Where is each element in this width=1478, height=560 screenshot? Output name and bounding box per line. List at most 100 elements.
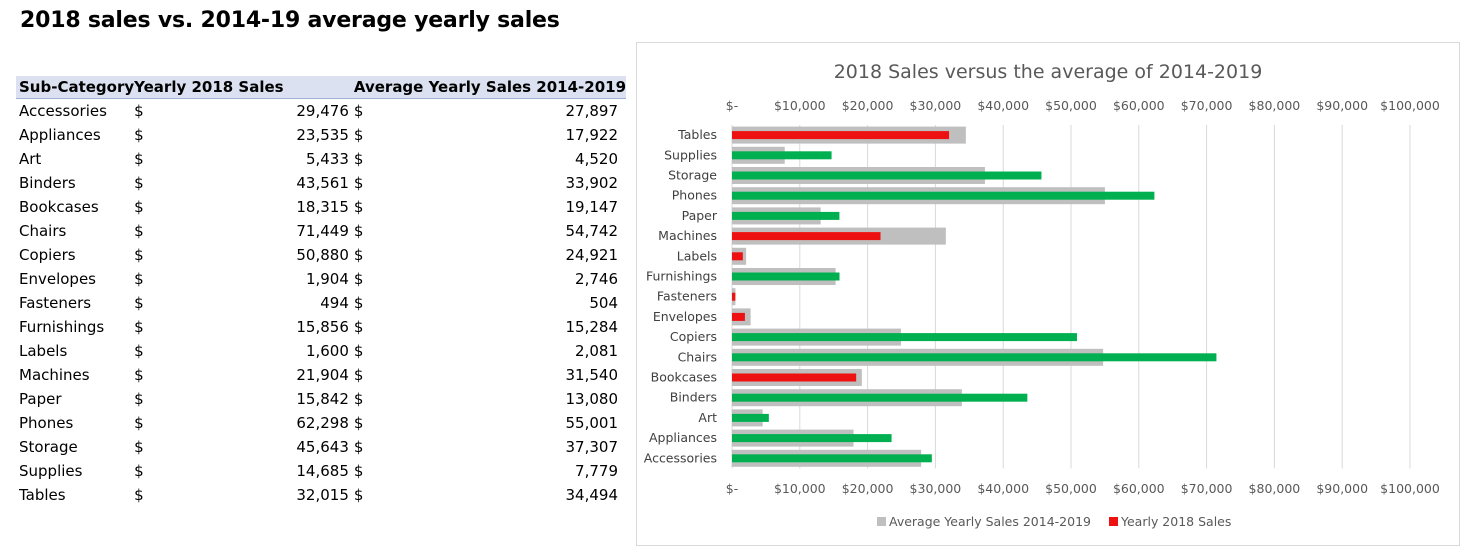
table-row: Copiers $50,880 $24,921 <box>16 243 626 267</box>
category-cell: Appliances <box>19 126 101 144</box>
average-value: 4,520 <box>575 150 618 168</box>
average-value: 31,540 <box>565 366 619 384</box>
yearly-2018-value: 14,685 <box>296 462 349 480</box>
yearly-2018-value: 494 <box>320 294 349 312</box>
table-row: Furnishings $15,856 $15,284 <box>16 315 626 339</box>
y-category-label: Art <box>698 410 717 425</box>
y-category-label: Phones <box>672 188 717 203</box>
x-tick-label-bottom: $40,000 <box>977 481 1029 496</box>
currency-symbol: $ <box>353 294 364 312</box>
chart-title: 2018 Sales versus the average of 2014-20… <box>834 61 1263 83</box>
table-row: Binders $43,561 $33,902 <box>16 171 626 195</box>
yearly-2018-value: 23,535 <box>296 126 349 144</box>
average-value: 55,001 <box>565 414 619 432</box>
average-value: 33,902 <box>565 174 619 192</box>
x-tick-label-top: $100,000 <box>1380 98 1440 113</box>
category-cell: Art <box>19 150 42 168</box>
category-cell: Phones <box>19 414 74 432</box>
yearly-2018-bar <box>732 191 1155 200</box>
x-tick-label-top: $60,000 <box>1113 98 1165 113</box>
currency-symbol: $ <box>353 318 364 336</box>
y-category-label: Fasteners <box>657 289 717 304</box>
y-category-label: Bookcases <box>651 370 717 385</box>
currency-symbol: $ <box>134 462 144 480</box>
table-row: Tables $32,015 $34,494 <box>16 483 626 507</box>
yearly-2018-value: 62,298 <box>296 414 349 432</box>
yearly-2018-bar <box>732 292 736 301</box>
currency-symbol: $ <box>134 246 144 264</box>
legend-swatch-2018 <box>1109 517 1118 526</box>
x-tick-label-top: $10,000 <box>774 98 826 113</box>
y-category-label: Binders <box>670 390 717 405</box>
currency-symbol: $ <box>134 102 144 120</box>
yearly-2018-bar <box>732 454 932 463</box>
category-cell: Bookcases <box>19 198 99 216</box>
average-value: 7,779 <box>575 462 618 480</box>
table-header-row: Sub-Category Yearly 2018 Sales Average Y… <box>16 76 626 99</box>
table-row: Paper $15,842 $13,080 <box>16 387 626 411</box>
table-row: Accessories $29,476 $27,897 <box>16 99 626 124</box>
yearly-2018-value: 29,476 <box>296 102 349 120</box>
currency-symbol: $ <box>134 150 144 168</box>
x-tick-label-top: $50,000 <box>1045 98 1097 113</box>
category-cell: Binders <box>19 174 76 192</box>
yearly-2018-value: 15,856 <box>296 318 349 336</box>
average-value: 2,081 <box>575 342 618 360</box>
table-row: Chairs $71,449 $54,742 <box>16 219 626 243</box>
currency-symbol: $ <box>134 438 144 456</box>
y-category-label: Storage <box>668 168 717 183</box>
yearly-2018-value: 45,643 <box>296 438 349 456</box>
currency-symbol: $ <box>134 126 144 144</box>
yearly-2018-bar <box>732 373 857 382</box>
y-category-label: Envelopes <box>653 309 717 324</box>
x-tick-label-bottom: $20,000 <box>842 481 894 496</box>
currency-symbol: $ <box>134 294 144 312</box>
currency-symbol: $ <box>353 342 364 360</box>
average-value: 13,080 <box>565 390 619 408</box>
legend-label-average: Average Yearly Sales 2014-2019 <box>889 514 1091 529</box>
category-cell: Furnishings <box>19 318 105 336</box>
x-tick-label-top: $90,000 <box>1316 98 1368 113</box>
yearly-2018-value: 32,015 <box>296 486 349 504</box>
currency-symbol: $ <box>134 222 144 240</box>
currency-symbol: $ <box>353 486 364 504</box>
y-category-label: Appliances <box>649 430 717 445</box>
category-cell: Tables <box>19 486 66 504</box>
yearly-2018-bar <box>732 413 769 422</box>
currency-symbol: $ <box>134 342 144 360</box>
table-row: Appliances $23,535 $17,922 <box>16 123 626 147</box>
yearly-2018-bar <box>732 272 840 281</box>
table-body: Accessories $29,476 $27,897 Appliances $23,5… <box>16 99 626 508</box>
currency-symbol: $ <box>134 198 144 216</box>
currency-symbol: $ <box>134 486 144 504</box>
yearly-2018-value: 18,315 <box>296 198 349 216</box>
yearly-2018-bar <box>732 131 950 140</box>
currency-symbol: $ <box>353 366 364 384</box>
currency-symbol: $ <box>353 414 364 432</box>
category-cell: Storage <box>19 438 78 456</box>
yearly-2018-bar <box>732 434 892 443</box>
currency-symbol: $ <box>353 438 364 456</box>
yearly-2018-bar <box>732 353 1217 362</box>
x-tick-label-top: $20,000 <box>842 98 894 113</box>
currency-symbol: $ <box>353 462 364 480</box>
average-value: 504 <box>589 294 618 312</box>
category-cell: Chairs <box>19 222 67 240</box>
yearly-2018-value: 5,433 <box>305 150 349 168</box>
yearly-2018-bar <box>732 171 1042 180</box>
category-cell: Accessories <box>19 102 107 120</box>
y-category-label: Chairs <box>678 349 717 364</box>
x-tick-label-bottom: $100,000 <box>1380 481 1440 496</box>
bar-chart: 2018 Sales versus the average of 2014-20… <box>644 61 1440 529</box>
yearly-2018-value: 50,880 <box>296 246 349 264</box>
x-tick-label-bottom: $- <box>726 481 738 496</box>
chart-area: 2018 Sales versus the average of 2014-20… <box>636 42 1460 546</box>
currency-symbol: $ <box>353 390 364 408</box>
category-cell: Copiers <box>19 246 76 264</box>
x-tick-label-bottom: $10,000 <box>774 481 826 496</box>
header-average-yearly-sales: Average Yearly Sales 2014-2019 <box>350 76 626 99</box>
x-tick-label-bottom: $30,000 <box>910 481 962 496</box>
header-sub-category: Sub-Category <box>16 76 135 99</box>
currency-symbol: $ <box>353 246 364 264</box>
legend-swatch-average <box>877 517 886 526</box>
